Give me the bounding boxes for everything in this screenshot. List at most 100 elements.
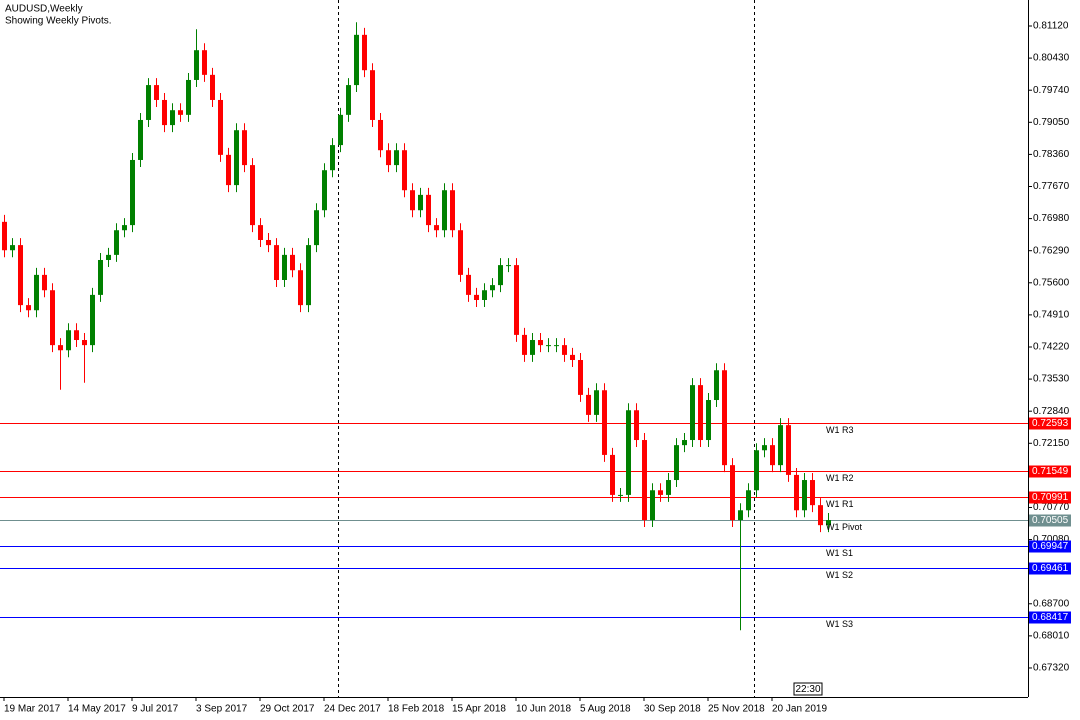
price-tag-label: 0.68417 — [1032, 612, 1069, 623]
candle-body — [458, 230, 463, 275]
y-tick-label: 0.74220 — [1033, 342, 1070, 353]
x-tick-label: 29 Oct 2017 — [260, 704, 315, 715]
candle-body — [450, 190, 455, 231]
x-tick-label: 15 Apr 2018 — [452, 704, 506, 715]
candle-body — [570, 354, 575, 361]
price-tag — [1029, 491, 1071, 504]
candle-body — [802, 480, 807, 511]
candle-body — [690, 385, 695, 441]
chart-subtitle: Showing Weekly Pivots. — [5, 16, 112, 27]
pivot-label: W1 R2 — [826, 473, 854, 483]
y-tick-label: 0.78360 — [1033, 149, 1070, 160]
x-tick-label: 5 Aug 2018 — [580, 704, 631, 715]
candle-body — [202, 50, 207, 75]
price-tag-label: 0.72593 — [1032, 418, 1069, 429]
candle-body — [442, 190, 447, 231]
candle-body — [2, 221, 7, 251]
y-tick-label: 0.70080 — [1033, 534, 1070, 545]
candle-body — [330, 145, 335, 171]
candle-body — [826, 520, 831, 526]
y-tick-label: 0.77670 — [1033, 181, 1070, 192]
candle-body — [490, 285, 495, 291]
pivot-label: W1 R3 — [826, 425, 854, 435]
candle-body — [194, 50, 199, 80]
pivot-label: W1 R1 — [826, 499, 854, 509]
candle-body — [410, 190, 415, 211]
price-tag — [1029, 611, 1071, 624]
candle-body — [402, 150, 407, 191]
candle-body — [658, 490, 663, 495]
y-tick-label: 0.76980 — [1033, 213, 1070, 224]
candle-body — [186, 79, 191, 115]
candle-body — [594, 390, 599, 415]
candle-body — [434, 225, 439, 231]
x-tick-label: 30 Sep 2018 — [644, 704, 701, 715]
candle-body — [618, 494, 623, 496]
candle-body — [754, 450, 759, 491]
candle-body — [162, 99, 167, 126]
candle-body — [258, 225, 263, 240]
candle-body — [482, 290, 487, 301]
candle-body — [170, 110, 175, 126]
candle-body — [762, 445, 767, 451]
price-tag-label: 0.70991 — [1032, 492, 1069, 503]
candle-body — [626, 410, 631, 495]
candle-body — [42, 274, 47, 291]
candle-body — [146, 85, 151, 120]
candle-body — [714, 370, 719, 401]
candle-body — [562, 345, 567, 355]
candle-body — [50, 290, 55, 346]
candle-body — [346, 85, 351, 115]
price-tag — [1029, 540, 1071, 553]
candle-body — [378, 119, 383, 151]
candle-body — [82, 340, 87, 346]
y-tick-label: 0.80430 — [1033, 53, 1070, 64]
candle-body — [498, 265, 503, 286]
price-tag-label: 0.70505 — [1032, 515, 1069, 526]
candle-body — [650, 490, 655, 521]
pivot-label: W1 Pivot — [826, 522, 863, 532]
candle-body — [130, 159, 135, 226]
candle-body — [138, 119, 143, 160]
x-tick-label: 20 Jan 2019 — [772, 704, 827, 715]
candle-body — [306, 245, 311, 306]
x-tick-label: 18 Feb 2018 — [388, 704, 445, 715]
candle-body — [98, 259, 103, 295]
y-tick-label: 0.68010 — [1033, 631, 1070, 642]
chart-title: AUDUSD,Weekly — [5, 4, 83, 15]
candle-body — [218, 99, 223, 155]
candle-body — [738, 510, 743, 521]
candle-body — [778, 425, 783, 466]
candle-body — [514, 265, 519, 335]
candle-body — [394, 150, 399, 166]
candle-body — [10, 245, 15, 251]
candle-body — [354, 34, 359, 86]
candle-body — [122, 225, 127, 231]
x-tick-label: 14 May 2017 — [68, 704, 126, 715]
candle-body — [578, 360, 583, 395]
y-tick-label: 0.81120 — [1033, 21, 1069, 32]
candle-body — [234, 130, 239, 186]
candle-body — [730, 465, 735, 521]
price-tag — [1029, 514, 1071, 527]
candle-body — [314, 210, 319, 246]
price-tag — [1029, 417, 1071, 430]
y-tick-label: 0.79050 — [1033, 117, 1070, 128]
y-tick-label: 0.76290 — [1033, 245, 1070, 256]
candle-body — [818, 505, 823, 526]
candle-body — [34, 274, 39, 311]
y-tick-label: 0.75600 — [1033, 277, 1070, 288]
candle-body — [58, 345, 63, 351]
candle-body — [810, 480, 815, 506]
price-tag-label: 0.69947 — [1032, 541, 1069, 552]
price-tag-label: 0.71549 — [1032, 466, 1069, 477]
pivot-label: W1 S2 — [826, 570, 853, 580]
candle-body — [274, 245, 279, 281]
candle-body — [298, 270, 303, 306]
candle-body — [682, 440, 687, 446]
candle-body — [418, 194, 423, 211]
x-tick-label: 9 Jul 2017 — [132, 704, 179, 715]
pivot-label: W1 S3 — [826, 619, 853, 629]
candle-body — [250, 165, 255, 226]
